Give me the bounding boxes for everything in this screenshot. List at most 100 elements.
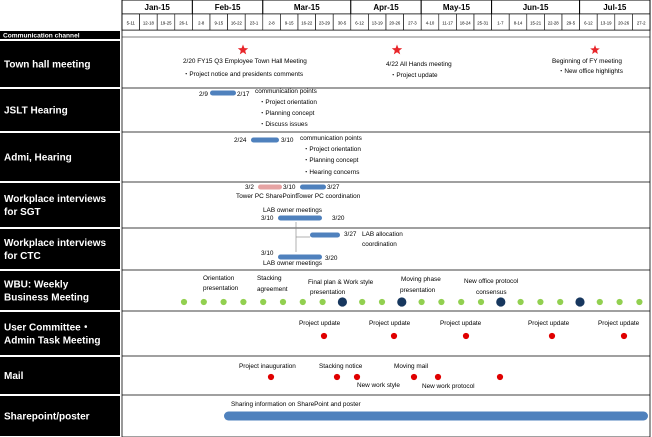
event-dot <box>596 298 603 306</box>
milestone-star <box>237 44 249 55</box>
annotation: ・Planning concept <box>259 110 315 117</box>
row-label: Sharepoint/poster <box>4 412 90 423</box>
event-dot <box>299 298 306 306</box>
annotation: New work style <box>357 382 400 389</box>
annotation: presentation <box>310 289 346 296</box>
row-label-box <box>0 357 120 394</box>
event-dot <box>537 298 544 306</box>
timeline-bar <box>251 137 279 143</box>
date-label: 3/20 <box>332 215 345 222</box>
date-label: 2/9 <box>199 91 208 98</box>
date-label: 3/10 <box>283 184 296 191</box>
annotation: Moving mail <box>394 363 428 370</box>
week-label: 4-10 <box>426 21 435 26</box>
row-label: Admi, Hearing <box>4 153 72 164</box>
annotation: ・Project orientation <box>303 146 361 153</box>
annotation: ・Project notice and presidents comments <box>183 71 303 78</box>
week-label: 2-8 <box>198 21 205 26</box>
annotation: communication points <box>300 135 362 142</box>
row-label-box <box>0 89 120 131</box>
row-label-box <box>0 312 120 355</box>
date-label: 3/10 <box>261 215 274 222</box>
event-dot <box>496 297 506 307</box>
event-dot <box>636 298 643 306</box>
timeline-bar <box>278 254 322 260</box>
annotation: Stacking notice <box>319 363 363 370</box>
month-label: Apr-15 <box>373 3 399 12</box>
week-label: 15-21 <box>530 21 542 26</box>
month-label: Feb-15 <box>215 3 241 12</box>
event-dot <box>496 373 504 381</box>
week-label: 6-12 <box>584 21 593 26</box>
week-label: 29-5 <box>566 21 575 26</box>
event-dot <box>620 332 628 340</box>
timeline-bar <box>210 90 236 96</box>
row-label: for CTC <box>4 251 41 262</box>
month-label: Jul-15 <box>603 3 627 12</box>
week-label: 23-29 <box>319 21 331 26</box>
annotation: Project update <box>440 320 482 327</box>
week-label: 5-11 <box>127 21 136 26</box>
annotation: Orientation <box>203 275 235 282</box>
annotation: ・New office highlights <box>558 68 623 75</box>
annotation: New work protocol <box>422 383 475 390</box>
date-label: 3/10 <box>261 250 274 257</box>
channel-header-bar <box>0 31 120 39</box>
month-label: May-15 <box>443 3 471 12</box>
annotation: Project update <box>299 320 341 327</box>
annotation: ・Project update <box>390 72 438 79</box>
event-dot <box>319 298 326 306</box>
week-label: 9-15 <box>285 21 294 26</box>
week-label: 22-28 <box>548 21 560 26</box>
week-label: 1-7 <box>497 21 504 26</box>
timeline-bar <box>258 184 282 190</box>
week-label: 19-25 <box>161 21 173 26</box>
event-dot <box>397 297 407 307</box>
annotation: LAB owner meetings <box>263 207 322 214</box>
week-label: 6-12 <box>355 21 364 26</box>
timeline-bar <box>310 232 340 238</box>
month-label: Jan-15 <box>145 3 171 12</box>
annotation: Beginning of FY meeting <box>552 58 622 65</box>
event-dot <box>418 298 425 306</box>
week-label: 16-22 <box>231 21 243 26</box>
event-dot <box>200 298 207 306</box>
event-dot <box>462 332 470 340</box>
date-label: 3/27 <box>327 184 340 191</box>
event-dot <box>279 298 287 306</box>
week-label: 27-2 <box>637 21 646 26</box>
week-label: 27-3 <box>408 21 417 26</box>
annotation: agreement <box>257 286 288 293</box>
annotation: Project inauguration <box>239 363 296 370</box>
annotation: Tower PC coordination <box>296 193 361 200</box>
event-dot <box>410 373 418 381</box>
event-dot <box>548 332 556 340</box>
event-dot <box>353 373 361 381</box>
annotation: ・Project orientation <box>259 99 317 106</box>
week-label: 8-14 <box>514 21 523 26</box>
annotation: Project update <box>598 320 640 327</box>
week-label: 11-17 <box>442 21 453 26</box>
annotation: Final plan & Work style <box>308 279 374 286</box>
event-dot <box>378 298 386 306</box>
annotation: ・Discuss issues <box>259 121 308 128</box>
channel-header-label: Communication channel <box>3 33 80 40</box>
event-dot <box>616 298 623 306</box>
date-label: 2/17 <box>237 91 250 98</box>
row-label: JSLT Hearing <box>4 106 68 117</box>
row-label: Workplace interviews <box>4 194 107 205</box>
annotation: presentation <box>203 285 239 292</box>
row-label: WBU: Weekly <box>4 280 69 291</box>
row-label: for SGT <box>4 207 41 218</box>
row-label: User Committee・ <box>4 323 91 334</box>
annotation: LAB allocation <box>362 231 403 238</box>
date-label: 3/2 <box>245 184 254 191</box>
row-label: Mail <box>4 371 24 382</box>
annotation: Moving phase <box>401 276 441 283</box>
timeline-bar <box>278 215 322 221</box>
annotation: Project update <box>528 320 570 327</box>
annotation: communication points <box>255 88 317 95</box>
month-label: Jun-15 <box>523 3 549 12</box>
annotation: ・Hearing concerns <box>303 169 359 176</box>
week-label: 23-1 <box>250 21 259 26</box>
